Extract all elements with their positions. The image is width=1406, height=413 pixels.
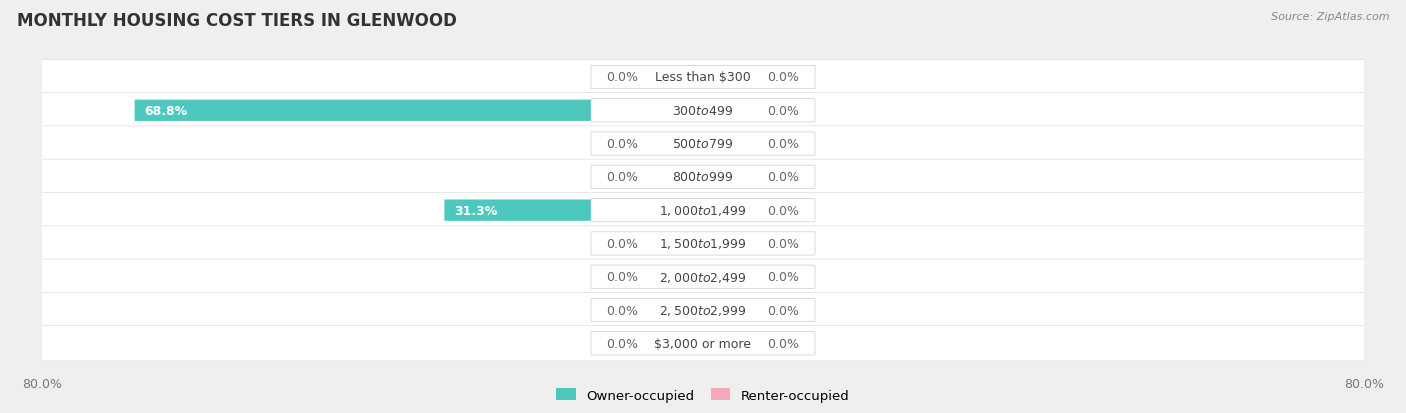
FancyBboxPatch shape (591, 232, 815, 256)
FancyBboxPatch shape (645, 300, 703, 321)
FancyBboxPatch shape (703, 333, 761, 354)
Text: 0.0%: 0.0% (768, 337, 800, 350)
FancyBboxPatch shape (703, 266, 761, 288)
FancyBboxPatch shape (38, 193, 1368, 228)
FancyBboxPatch shape (38, 60, 1368, 95)
FancyBboxPatch shape (38, 293, 1368, 328)
FancyBboxPatch shape (591, 332, 815, 355)
Text: MONTHLY HOUSING COST TIERS IN GLENWOOD: MONTHLY HOUSING COST TIERS IN GLENWOOD (17, 12, 457, 30)
FancyBboxPatch shape (645, 167, 703, 188)
FancyBboxPatch shape (591, 299, 815, 322)
FancyBboxPatch shape (591, 133, 815, 156)
Text: 31.3%: 31.3% (454, 204, 498, 217)
FancyBboxPatch shape (703, 133, 761, 155)
Text: $800 to $999: $800 to $999 (672, 171, 734, 184)
FancyBboxPatch shape (645, 333, 703, 354)
Text: Less than $300: Less than $300 (655, 71, 751, 84)
FancyBboxPatch shape (38, 160, 1368, 195)
FancyBboxPatch shape (645, 266, 703, 288)
FancyBboxPatch shape (38, 226, 1368, 261)
Text: $2,500 to $2,999: $2,500 to $2,999 (659, 303, 747, 317)
Text: $1,500 to $1,999: $1,500 to $1,999 (659, 237, 747, 251)
FancyBboxPatch shape (703, 300, 761, 321)
Text: 0.0%: 0.0% (606, 271, 638, 284)
Text: 0.0%: 0.0% (606, 138, 638, 151)
Legend: Owner-occupied, Renter-occupied: Owner-occupied, Renter-occupied (551, 383, 855, 407)
FancyBboxPatch shape (591, 66, 815, 89)
Text: 0.0%: 0.0% (606, 237, 638, 250)
FancyBboxPatch shape (591, 166, 815, 189)
Text: 68.8%: 68.8% (145, 104, 188, 117)
Text: $3,000 or more: $3,000 or more (655, 337, 751, 350)
FancyBboxPatch shape (591, 266, 815, 289)
FancyBboxPatch shape (703, 67, 761, 88)
Text: $2,000 to $2,499: $2,000 to $2,499 (659, 270, 747, 284)
Text: 0.0%: 0.0% (768, 104, 800, 117)
Text: 0.0%: 0.0% (606, 337, 638, 350)
Text: 0.0%: 0.0% (768, 271, 800, 284)
Text: $1,000 to $1,499: $1,000 to $1,499 (659, 204, 747, 218)
FancyBboxPatch shape (591, 199, 815, 222)
FancyBboxPatch shape (703, 233, 761, 254)
FancyBboxPatch shape (703, 100, 761, 121)
FancyBboxPatch shape (38, 93, 1368, 128)
FancyBboxPatch shape (38, 127, 1368, 162)
FancyBboxPatch shape (645, 233, 703, 254)
FancyBboxPatch shape (703, 200, 761, 221)
Text: Source: ZipAtlas.com: Source: ZipAtlas.com (1271, 12, 1389, 22)
Text: 0.0%: 0.0% (768, 237, 800, 250)
FancyBboxPatch shape (444, 200, 703, 221)
Text: $300 to $499: $300 to $499 (672, 104, 734, 117)
Text: 0.0%: 0.0% (768, 71, 800, 84)
Text: 0.0%: 0.0% (768, 304, 800, 317)
Text: 0.0%: 0.0% (768, 204, 800, 217)
FancyBboxPatch shape (645, 133, 703, 155)
Text: $500 to $799: $500 to $799 (672, 138, 734, 151)
Text: 0.0%: 0.0% (606, 304, 638, 317)
FancyBboxPatch shape (645, 67, 703, 88)
FancyBboxPatch shape (38, 259, 1368, 294)
Text: 0.0%: 0.0% (768, 171, 800, 184)
FancyBboxPatch shape (703, 167, 761, 188)
FancyBboxPatch shape (135, 100, 703, 121)
FancyBboxPatch shape (38, 326, 1368, 361)
Text: 0.0%: 0.0% (768, 138, 800, 151)
FancyBboxPatch shape (591, 100, 815, 123)
Text: 0.0%: 0.0% (606, 171, 638, 184)
Text: 0.0%: 0.0% (606, 71, 638, 84)
